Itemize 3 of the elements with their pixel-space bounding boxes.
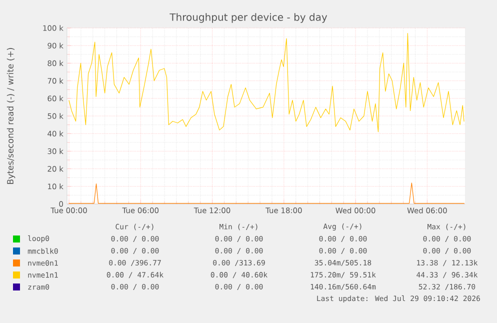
chart-title: Throughput per device - by day [170, 13, 328, 23]
line-series [68, 32, 464, 132]
y-axis-title: Bytes/second read (-) / write (+) [6, 48, 16, 184]
